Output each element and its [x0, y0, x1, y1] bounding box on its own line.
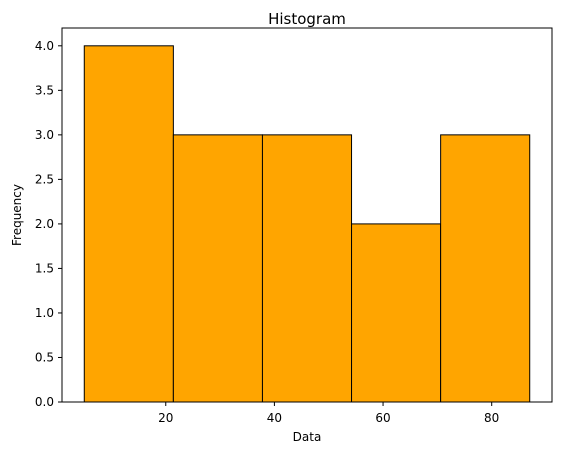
y-tick-label-5: 2.0: [35, 217, 54, 231]
y-tick-label-8: 3.5: [35, 83, 54, 97]
histogram-bar-4: [351, 223, 442, 403]
x-tick-label-2: 40: [267, 411, 282, 425]
histogram-bar-1: [83, 45, 174, 403]
histogram-bar-2: [172, 134, 263, 403]
y-tick-label-1: 0.0: [35, 395, 54, 409]
plot-frame: [61, 27, 553, 403]
y-tick-label-4: 1.5: [35, 261, 54, 275]
y-tick-label-9: 4.0: [35, 39, 54, 53]
y-axis-label: Frequency: [10, 184, 24, 246]
x-axis-label: Data: [293, 430, 322, 444]
y-tick-label-7: 3.0: [35, 128, 54, 142]
y-tick-label-2: 0.5: [35, 350, 54, 364]
histogram-bar-5: [440, 134, 531, 403]
bars-group: [83, 45, 531, 403]
histogram-bar-3: [261, 134, 353, 403]
x-axis-ticks: 20 40 60 80: [158, 402, 499, 425]
y-tick-label-6: 2.5: [35, 172, 54, 186]
x-tick-label-1: 20: [158, 411, 173, 425]
x-tick-label-3: 60: [375, 411, 390, 425]
chart-title: Histogram: [268, 10, 346, 28]
x-tick-label-4: 80: [484, 411, 499, 425]
y-tick-label-3: 1.0: [35, 306, 54, 320]
y-axis-ticks: 0.0 0.5 1.0 1.5 2.0 2.5 3.0 3.5 4.0: [35, 39, 62, 409]
